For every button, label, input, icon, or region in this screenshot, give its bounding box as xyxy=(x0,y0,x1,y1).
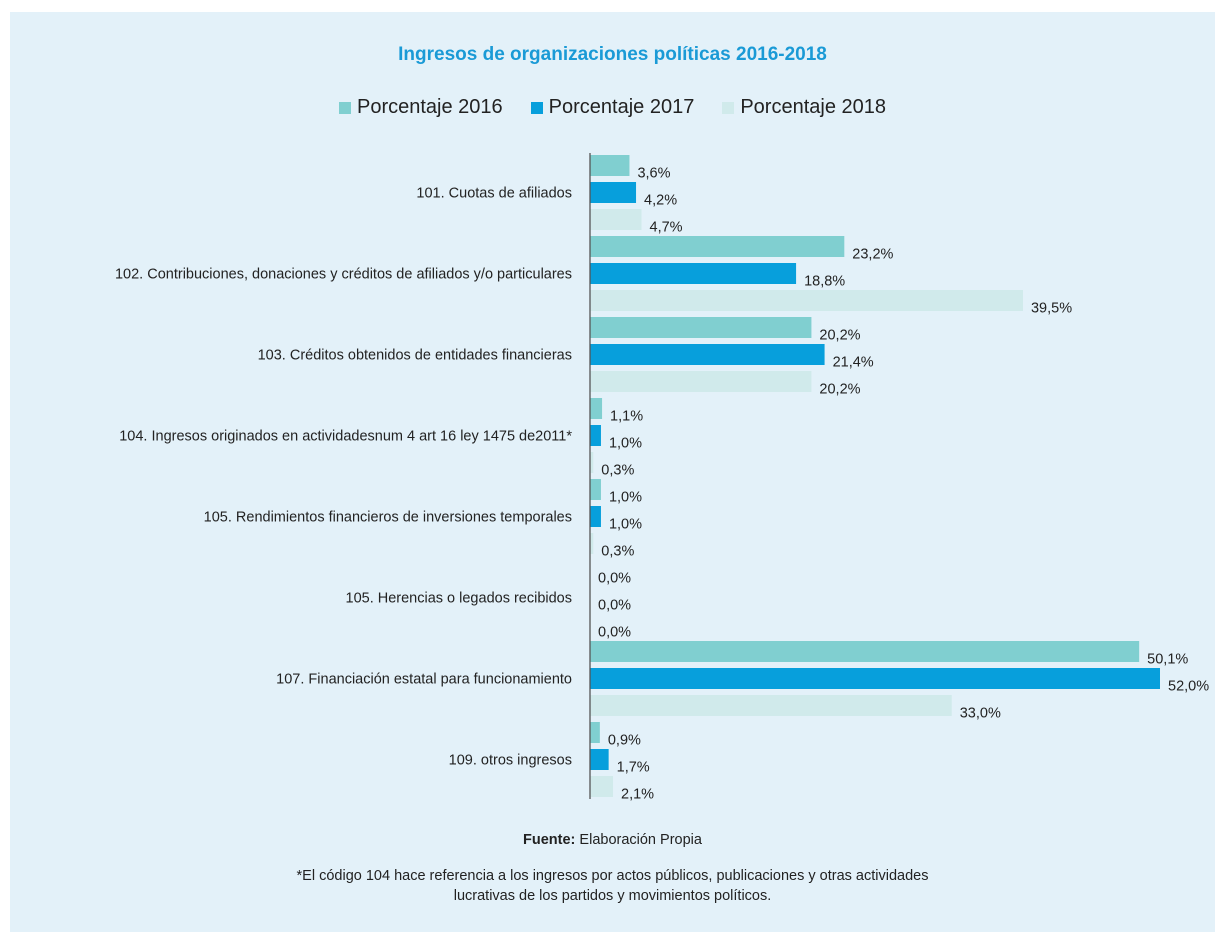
category-label: 101. Cuotas de afiliados xyxy=(416,186,572,202)
data-label: 1,0% xyxy=(609,517,642,533)
bar-2-3 xyxy=(590,344,825,365)
footnote: *El código 104 hace referencia a los ing… xyxy=(10,866,1215,906)
category-label: 105. Rendimientos financieros de inversi… xyxy=(204,510,572,526)
bar-3-3 xyxy=(590,371,812,392)
bar-3-7 xyxy=(590,695,952,716)
data-label: 0,3% xyxy=(601,544,634,560)
bar-1-8 xyxy=(590,722,600,743)
data-label: 1,0% xyxy=(609,490,642,506)
data-label: 0,0% xyxy=(598,571,631,587)
bar-3-5 xyxy=(590,533,594,554)
data-label: 50,1% xyxy=(1147,652,1188,668)
bar-3-2 xyxy=(590,290,1023,311)
data-label: 1,7% xyxy=(617,760,650,776)
data-label: 3,6% xyxy=(637,166,670,182)
category-label: 105. Herencias o legados recibidos xyxy=(346,591,573,607)
bar-2-4 xyxy=(590,425,601,446)
data-label: 52,0% xyxy=(1168,679,1209,695)
chart-legend: Porcentaje 2016 Porcentaje 2017 Porcentaje… xyxy=(10,96,1215,119)
data-label: 23,2% xyxy=(852,247,893,263)
bar-1-5 xyxy=(590,479,601,500)
bar-2-1 xyxy=(590,182,637,203)
category-label: 107. Financiación estatal para funcionam… xyxy=(276,672,572,688)
bar-1-3 xyxy=(590,317,812,338)
chart-title: Ingresos de organizaciones políticas 201… xyxy=(398,44,827,65)
bar-chart: 101. Cuotas de afiliados 3,6% 4,2% 4,7% 102.… xyxy=(115,153,1209,803)
source-note: Fuente: Elaboración Propia xyxy=(10,832,1215,848)
bar-1-7 xyxy=(590,641,1140,662)
legend-item-2: Porcentaje 2017 xyxy=(530,96,695,119)
footnote-line-1: *El código 104 hace referencia a los ing… xyxy=(296,868,929,884)
data-label: 4,2% xyxy=(644,193,677,209)
data-label: 39,5% xyxy=(1031,301,1072,317)
legend-label: Porcentaje 2017 xyxy=(548,96,695,118)
legend-label: Porcentaje 2018 xyxy=(740,96,886,118)
bar-1-4 xyxy=(590,398,603,419)
category-label: 104. Ingresos originados en actividadesn… xyxy=(119,429,572,445)
bar-2-2 xyxy=(590,263,797,284)
bar-3-1 xyxy=(590,209,642,230)
data-label: 0,0% xyxy=(598,625,631,641)
footnote-line-2: lucrativas de los partidos y movimientos… xyxy=(453,888,772,904)
bar-1-1 xyxy=(590,155,630,176)
bar-1-2 xyxy=(590,236,845,257)
chart-panel: Ingresos de organizaciones políticas 201… xyxy=(10,12,1215,932)
category-label: 109. otros ingresos xyxy=(449,753,572,769)
legend-item-3: Porcentaje 2018 xyxy=(722,96,886,119)
legend-label: Porcentaje 2016 xyxy=(356,96,503,118)
data-label: 33,0% xyxy=(960,706,1001,722)
data-label: 4,7% xyxy=(650,220,683,236)
data-label: 18,8% xyxy=(804,274,845,290)
category-label: 103. Créditos obtenidos de entidades fin… xyxy=(258,348,572,364)
legend-swatch xyxy=(338,101,351,114)
data-label: 0,0% xyxy=(598,598,631,614)
bar-2-7 xyxy=(590,668,1160,689)
bar-2-5 xyxy=(590,506,601,527)
data-label: 21,4% xyxy=(833,355,874,371)
data-label: 2,1% xyxy=(621,787,654,803)
category-label: 102. Contribuciones, donaciones y crédit… xyxy=(115,267,572,283)
legend-swatch xyxy=(722,101,735,114)
bar-3-8 xyxy=(590,776,614,797)
data-label: 20,2% xyxy=(819,382,860,398)
data-label: 0,9% xyxy=(608,733,641,749)
bar-2-8 xyxy=(590,749,609,770)
data-label: 20,2% xyxy=(819,328,860,344)
data-label: 1,0% xyxy=(609,436,642,452)
bar-3-4 xyxy=(590,452,594,473)
data-label: 0,3% xyxy=(601,463,634,479)
legend-item-1: Porcentaje 2016 xyxy=(338,96,503,119)
legend-swatch xyxy=(530,101,543,114)
source-text: Elaboración Propia xyxy=(579,832,702,848)
data-label: 1,1% xyxy=(610,409,643,425)
source-label: Fuente: xyxy=(523,832,576,848)
